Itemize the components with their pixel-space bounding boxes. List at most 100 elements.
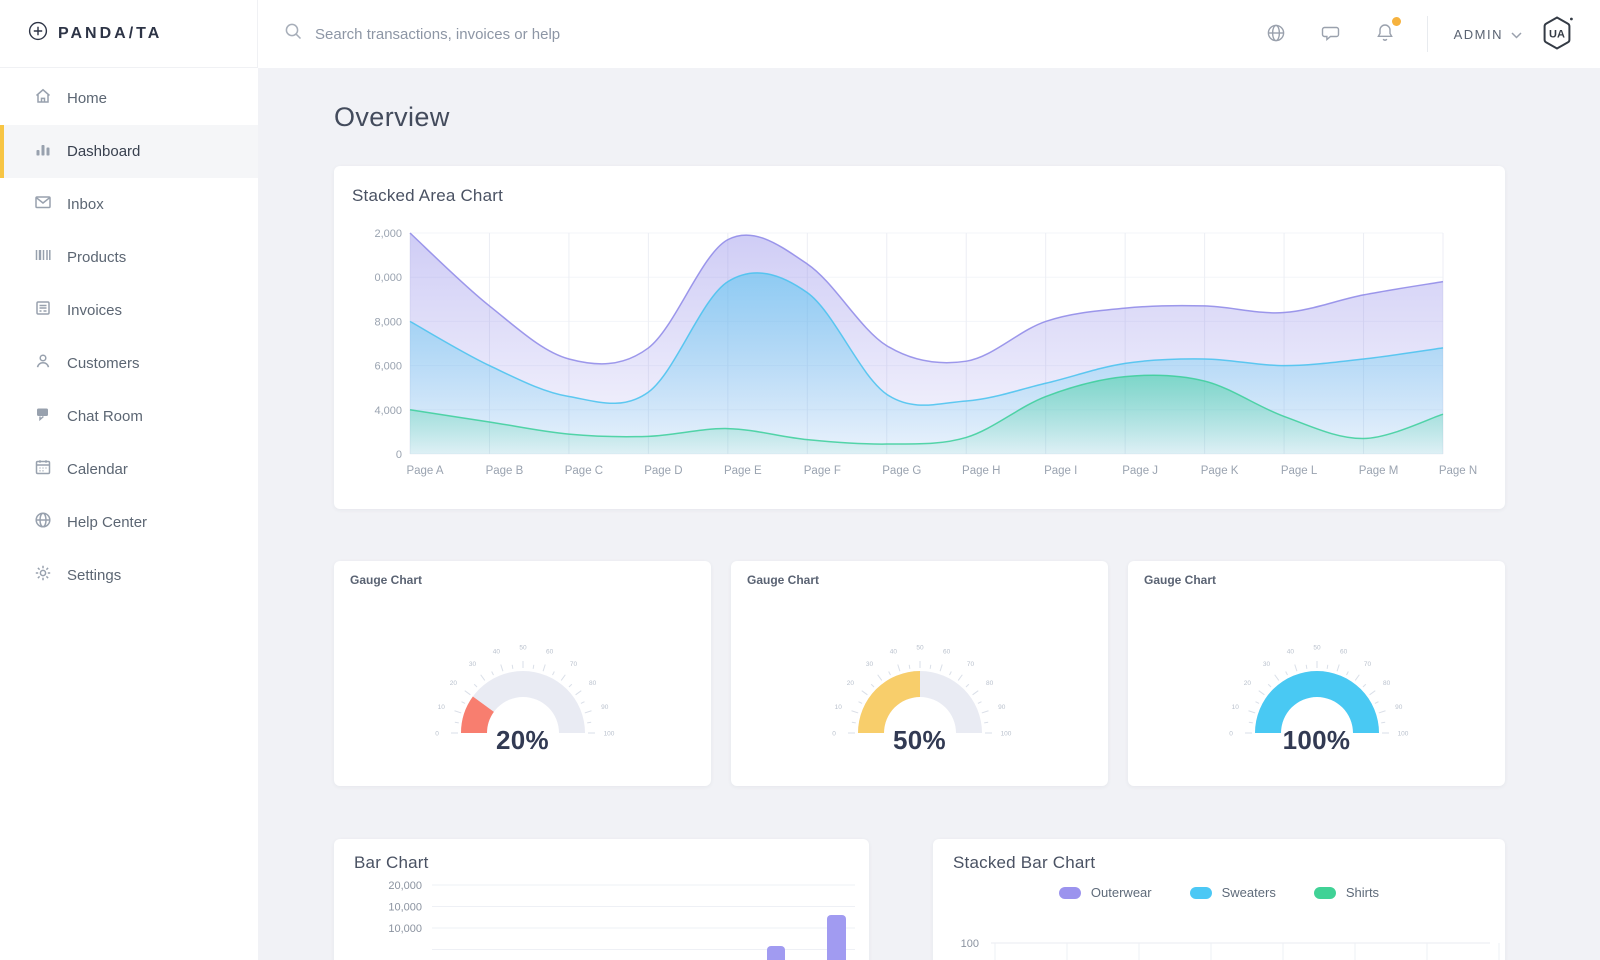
gauge-title: Gauge Chart xyxy=(350,573,423,587)
svg-text:Page N: Page N xyxy=(1439,465,1477,477)
svg-text:10: 10 xyxy=(1231,704,1239,711)
sidebar-item-products[interactable]: Products xyxy=(0,231,258,284)
bar-chart-icon xyxy=(34,140,52,163)
svg-text:Page F: Page F xyxy=(804,465,841,477)
bell-icon xyxy=(1375,24,1395,46)
svg-text:0: 0 xyxy=(396,449,402,461)
svg-text:70: 70 xyxy=(569,661,577,668)
globe-button[interactable] xyxy=(1264,21,1288,48)
page-title: Overview xyxy=(334,102,450,132)
svg-text:40: 40 xyxy=(492,649,500,656)
svg-text:Page M: Page M xyxy=(1359,465,1399,477)
legend-item-shirts: Shirts xyxy=(1313,885,1380,900)
svg-text:4,000: 4,000 xyxy=(374,405,402,417)
svg-text:8,000: 8,000 xyxy=(374,316,402,328)
sidebar-item-inbox[interactable]: Inbox xyxy=(0,178,258,231)
svg-text:40: 40 xyxy=(889,649,897,656)
svg-text:20,000: 20,000 xyxy=(388,880,422,892)
stacked-area-chart-title: Stacked Area Chart xyxy=(352,186,504,205)
bar-chart-card: 20,000 10,000 10,000 Bar Chart xyxy=(334,839,869,960)
sidebar-item-help-center[interactable]: Help Center xyxy=(0,496,258,549)
svg-text:Page D: Page D xyxy=(644,465,682,477)
svg-text:50: 50 xyxy=(1313,645,1321,652)
svg-text:UA: UA xyxy=(1549,28,1565,40)
sidebar-item-label: Calendar xyxy=(67,461,128,478)
stacked-area-chart-svg: 2,000 0,000 8,000 6,000 4,000 0 Page A Page B Pa… xyxy=(374,228,1477,477)
svg-text:80: 80 xyxy=(588,680,596,687)
notifications-button[interactable] xyxy=(1373,17,1401,48)
svg-text:0: 0 xyxy=(435,731,439,738)
gauge-chart-svg: 0 10 20 30 40 50 60 70 80 90 100 xyxy=(435,645,615,738)
admin-menu-button[interactable]: ADMIN xyxy=(1454,27,1522,42)
svg-text:Page H: Page H xyxy=(962,465,1000,477)
gauge-value: 100% xyxy=(1282,725,1351,755)
svg-text:90: 90 xyxy=(601,704,609,711)
sidebar-item-home[interactable]: Home xyxy=(0,72,258,125)
sidebar-item-label: Inbox xyxy=(67,196,104,213)
sidebar-item-chat-room[interactable]: Chat Room xyxy=(0,390,258,443)
svg-text:30: 30 xyxy=(468,661,476,668)
gear-icon xyxy=(34,564,52,587)
stacked-area-chart-card: Stacked Area Chart 2,000 0,000 8,000 6,000 4… xyxy=(334,166,1505,509)
topbar-divider xyxy=(1426,16,1428,52)
svg-text:80: 80 xyxy=(985,680,993,687)
svg-text:Page B: Page B xyxy=(486,465,524,477)
stacked-bar-legend: Outerwear Sweaters Shirts xyxy=(933,885,1505,900)
receipt-icon xyxy=(34,299,52,322)
notification-badge xyxy=(1391,17,1401,26)
svg-text:80: 80 xyxy=(1382,680,1390,687)
gauge-card-2: Gauge Chart 0 10 20 30 40 50 60 70 80 90 100 50% xyxy=(731,561,1108,786)
sidebar-item-dashboard[interactable]: Dashboard xyxy=(0,125,258,178)
topbar-actions: ADMIN UA xyxy=(1234,15,1574,54)
barcode-icon xyxy=(34,246,52,269)
brand-logo[interactable]: PANDA/TA xyxy=(0,0,258,68)
gauge-row: Gauge Chart 0 10 20 30 40 50 60 70 80 90 100 20% G… xyxy=(334,561,1505,786)
globe-icon xyxy=(34,511,52,534)
topbar: PANDA/TA xyxy=(0,0,1600,68)
svg-text:0,000: 0,000 xyxy=(374,272,402,284)
chevron-down-icon xyxy=(1503,27,1522,42)
gauge-title: Gauge Chart xyxy=(1144,573,1217,587)
search-icon xyxy=(284,22,303,46)
sidebar-item-customers[interactable]: Customers xyxy=(0,337,258,390)
chat-icon xyxy=(1320,26,1341,46)
gauge-title: Gauge Chart xyxy=(747,573,820,587)
legend-item-outerwear: Outerwear xyxy=(1058,885,1152,900)
sidebar-item-settings[interactable]: Settings xyxy=(0,549,258,602)
svg-text:90: 90 xyxy=(1395,704,1403,711)
gauge-card-1: Gauge Chart 0 10 20 30 40 50 60 70 80 90 100 20% xyxy=(334,561,711,786)
stacked-bar-chart-card: 100 Stacked Bar Chart Outerwear Sweaters… xyxy=(933,839,1505,960)
brand-name: PANDA/TA xyxy=(58,24,163,42)
home-icon xyxy=(34,87,52,110)
svg-text:20: 20 xyxy=(449,680,457,687)
bar-chart-title: Bar Chart xyxy=(354,853,429,872)
globe-icon xyxy=(1266,24,1286,46)
svg-text:60: 60 xyxy=(1339,649,1347,656)
legend-swatch xyxy=(1189,886,1212,899)
svg-text:100: 100 xyxy=(603,731,614,738)
sidebar-item-invoices[interactable]: Invoices xyxy=(0,284,258,337)
svg-text:Page C: Page C xyxy=(565,465,603,477)
svg-text:6,000: 6,000 xyxy=(374,361,402,373)
svg-text:2,000: 2,000 xyxy=(374,228,402,240)
svg-text:Page E: Page E xyxy=(724,465,762,477)
sidebar-item-label: Invoices xyxy=(67,302,123,319)
gauge-value: 50% xyxy=(893,725,946,755)
chat-bubbles-icon xyxy=(34,405,52,428)
search-input[interactable] xyxy=(315,25,735,43)
chat-button[interactable] xyxy=(1318,21,1343,48)
svg-text:Page G: Page G xyxy=(882,465,921,477)
sidebar-item-label: Customers xyxy=(67,355,140,372)
svg-text:30: 30 xyxy=(1262,661,1270,668)
sidebar-item-calendar[interactable]: Calendar xyxy=(0,443,258,496)
bar-chart-svg: 20,000 10,000 10,000 xyxy=(388,880,855,960)
svg-text:100: 100 xyxy=(1000,731,1011,738)
svg-text:0: 0 xyxy=(832,731,836,738)
legend-swatch xyxy=(1058,886,1081,899)
svg-text:Page J: Page J xyxy=(1122,465,1158,477)
avatar-button[interactable]: UA xyxy=(1540,15,1574,54)
legend-label: Shirts xyxy=(1345,885,1380,900)
sidebar-item-label: Settings xyxy=(67,567,122,584)
gauge-card-3: Gauge Chart 0 10 20 30 40 50 60 70 80 90 100 100% xyxy=(1128,561,1505,786)
svg-text:20: 20 xyxy=(846,680,854,687)
